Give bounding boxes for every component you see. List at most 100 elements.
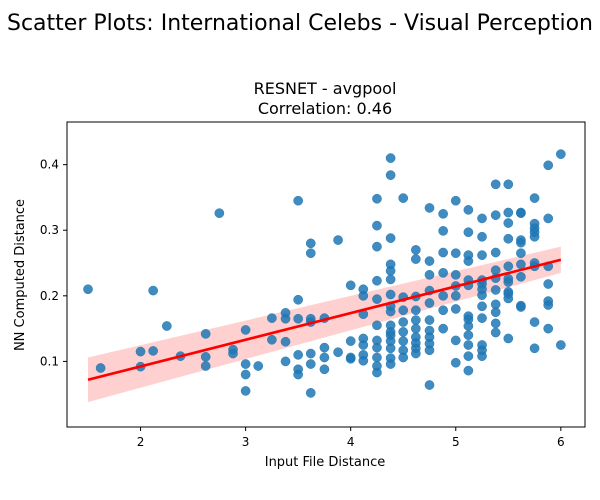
- scatter-point: [345, 336, 356, 346]
- scatter-point: [450, 248, 461, 259]
- scatter-point: [463, 227, 474, 238]
- scatter-point: [135, 346, 146, 357]
- scatter-point: [345, 280, 356, 291]
- scatter-point: [450, 195, 461, 206]
- scatter-point: [463, 365, 474, 376]
- scatter-point: [319, 364, 330, 375]
- y-tick-label: 0.4: [40, 158, 59, 172]
- scatter-point: [240, 359, 251, 369]
- scatter-point: [503, 179, 514, 190]
- scatter-point: [333, 347, 343, 358]
- scatter-point: [161, 321, 172, 331]
- scatter-point: [503, 333, 514, 344]
- scatter-point: [438, 268, 449, 278]
- scatter-point: [490, 285, 501, 295]
- scatter-point: [293, 294, 304, 305]
- scatter-point: [385, 233, 396, 243]
- scatter-point: [385, 274, 396, 285]
- scatter-point: [490, 318, 501, 329]
- scatter-point: [424, 269, 435, 280]
- scatter-point: [438, 305, 449, 316]
- scatter-point: [477, 290, 487, 301]
- scatter-point: [95, 363, 106, 373]
- scatter-point: [372, 367, 382, 378]
- scatter-point: [438, 323, 449, 334]
- scatter-point: [372, 342, 382, 353]
- scatter-point: [503, 207, 514, 218]
- scatter-point: [358, 355, 369, 366]
- scatter-point: [410, 305, 421, 316]
- scatter-point: [398, 352, 409, 363]
- scatter-point: [503, 261, 514, 272]
- scatter-point: [490, 247, 501, 258]
- scatter-point: [358, 290, 369, 301]
- scatter-point: [516, 208, 526, 219]
- scatter-point: [516, 302, 526, 312]
- scatter-point: [385, 359, 396, 369]
- scatter-point: [293, 313, 304, 324]
- scatter-point: [463, 351, 474, 362]
- scatter-point: [410, 315, 421, 325]
- scatter-point: [477, 213, 487, 224]
- scatter-point: [385, 289, 396, 300]
- y-tick-label: 0.1: [40, 354, 59, 368]
- scatter-point: [200, 351, 211, 362]
- scatter-point: [228, 344, 238, 355]
- scatter-point: [333, 235, 343, 245]
- scatter-point: [280, 356, 291, 367]
- scatter-point: [293, 369, 304, 380]
- scatter-point: [385, 306, 396, 317]
- scatter-point: [293, 349, 304, 360]
- scatter-point: [214, 208, 225, 219]
- regression-layer: [87, 258, 562, 382]
- scatter-point: [438, 208, 449, 219]
- scatter-point: [529, 343, 540, 354]
- scatter-point: [267, 334, 277, 345]
- scatter-point: [543, 279, 554, 289]
- scatter-point: [410, 245, 421, 255]
- scatter-point: [305, 388, 316, 398]
- scatter-point: [240, 325, 251, 335]
- scatter-point: [503, 233, 514, 244]
- scatter-point: [516, 248, 526, 259]
- scatter-point: [148, 346, 159, 356]
- scatter-point: [438, 290, 449, 301]
- scatter-point: [345, 353, 356, 364]
- scatter-point: [280, 313, 291, 324]
- scatter-point: [424, 298, 435, 308]
- scatter-point: [450, 290, 461, 301]
- x-tick-label: 5: [452, 435, 460, 449]
- scatter-point: [438, 247, 449, 258]
- x-axis: 2 3 4 5 6: [137, 427, 565, 449]
- regression-line: [87, 258, 562, 382]
- scatter-point: [305, 359, 316, 369]
- scatter-point: [372, 352, 382, 363]
- scatter-point: [398, 193, 409, 203]
- y-tick-label: 0.2: [40, 289, 59, 303]
- scatter-point: [200, 361, 211, 371]
- scatter-point: [200, 329, 211, 339]
- scatter-point: [477, 351, 487, 362]
- scatter-point: [463, 256, 474, 266]
- scatter-point: [477, 313, 487, 323]
- scatter-point: [319, 352, 330, 363]
- scatter-point: [424, 345, 435, 356]
- scatter-point: [372, 220, 382, 231]
- x-tick-label: 4: [347, 435, 355, 449]
- y-tick-label: 0.3: [40, 223, 59, 237]
- scatter-point: [83, 284, 93, 295]
- chart-title: RESNET - avgpool: [254, 79, 397, 98]
- scatter-point: [503, 218, 514, 228]
- scatter-point: [398, 336, 409, 346]
- scatter-point: [148, 285, 159, 296]
- x-tick-label: 6: [557, 435, 565, 449]
- scatter-point: [385, 343, 396, 354]
- scatter-point: [398, 327, 409, 337]
- x-tick-label: 2: [137, 435, 145, 449]
- chart-subtitle: Correlation: 0.46: [258, 99, 392, 118]
- scatter-point: [410, 348, 421, 359]
- scatter-point: [490, 327, 501, 338]
- scatter-point: [529, 193, 540, 203]
- scatter-point: [516, 237, 526, 248]
